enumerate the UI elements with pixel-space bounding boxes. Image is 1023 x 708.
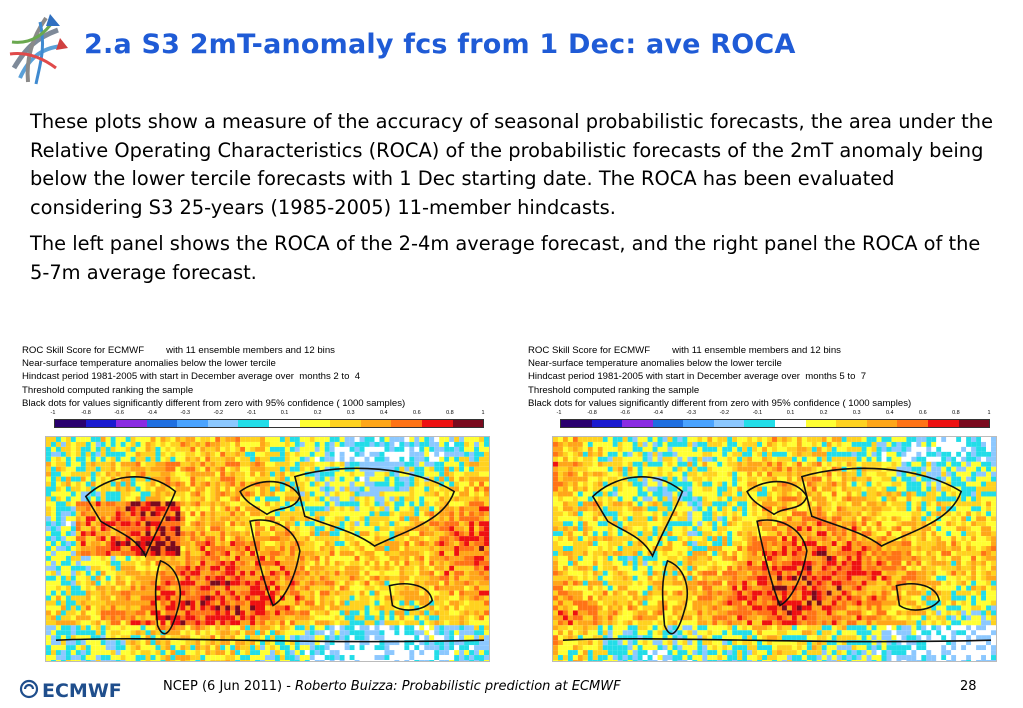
panel-header-line3: Hindcast period 1981-2005 with start in … <box>22 371 361 383</box>
panel-header-line5: Black dots for values significantly diff… <box>22 397 406 409</box>
colorbar-swatch <box>391 420 422 428</box>
colorbar-swatch <box>360 420 392 428</box>
colorbar-tick-label: 0.6 <box>919 410 927 417</box>
roca-map-months-5-7 <box>552 436 997 662</box>
colorbar-swatch <box>299 420 331 428</box>
roca-map-months-2-4 <box>45 436 490 662</box>
ecmwf-swirl-logo <box>9 14 68 85</box>
colorbar-swatch <box>713 420 745 428</box>
panel-header-line4: Threshold computed ranking the sample <box>528 384 700 396</box>
paragraph-roca-description: These plots show a measure of the accura… <box>30 110 993 219</box>
colorbar-tick-label: -1 <box>50 410 56 417</box>
panel-right-roca-map: ROC Skill Score for ECMWF with 11 ensembl… <box>526 344 997 662</box>
colorbar-tick-label: 0.8 <box>952 410 960 417</box>
colorbar-tick-label: 0.2 <box>819 410 828 417</box>
colorbar-tick-label: -0.4 <box>147 410 157 417</box>
colorbar-tick-label: 0.3 <box>852 410 861 417</box>
colorbar-swatch <box>927 420 959 428</box>
colorbar-tick-label: 1 <box>481 410 485 417</box>
colorbar-tick-label: -0.1 <box>752 410 763 417</box>
colorbar-swatch <box>805 420 837 428</box>
panel-header-line3: Hindcast period 1981-2005 with start in … <box>528 371 867 383</box>
colorbar-swatch <box>836 420 867 428</box>
colorbar-swatch <box>116 420 147 428</box>
body-text: These plots show a measure of the accura… <box>30 108 1005 295</box>
colorbar-tick-label: 0.6 <box>413 410 421 417</box>
page-number: 28 <box>960 679 977 694</box>
colorbar-swatch <box>238 420 270 428</box>
colorbar-swatch <box>622 420 653 428</box>
ecmwf-wordmark-logo: ECMWF <box>19 679 122 700</box>
panel-header-line2: Near-surface temperature anomalies below… <box>22 358 276 370</box>
panel-header-line1: ROC Skill Score for ECMWF with 11 ensembl… <box>528 345 841 356</box>
colorbar-tick-label: -1 <box>556 410 562 417</box>
colorbar-tick-label: -0.2 <box>213 410 224 417</box>
colorbar-tick-label: 1 <box>987 410 991 417</box>
panel-header-line5: Black dots for values significantly diff… <box>528 397 912 409</box>
colorbar-tick-label: 0.1 <box>786 410 795 417</box>
colorbar-swatch <box>591 420 623 428</box>
footer: ECMWF NCEP (6 Jun 2011) - Roberto Buizza… <box>0 668 1023 708</box>
colorbar-swatch <box>561 420 592 428</box>
colorbar-swatch <box>652 420 684 428</box>
panel-header-line4: Threshold computed ranking the sample <box>22 384 194 396</box>
panel-header-line1: ROC Skill Score for ECMWF with 11 ensembl… <box>22 345 335 356</box>
colorbar-swatch <box>207 420 239 428</box>
colorbar-tick-label: -0.8 <box>81 410 91 417</box>
colorbar <box>560 419 990 429</box>
colorbar-tick-label: -0.6 <box>114 410 124 417</box>
colorbar-tick-label: -0.8 <box>587 410 597 417</box>
colorbar-tick-label: 0.4 <box>379 410 388 417</box>
paragraph-panel-description: The left panel shows the ROCA of the 2-4… <box>30 232 981 284</box>
colorbar-swatch <box>55 420 86 428</box>
colorbar-tick-label: 0.1 <box>280 410 289 417</box>
colorbar-ticks: -1 -0.8 -0.6 -0.4 -0.3 -0.2 -0.1 0.1 0.2 0.3 0.4 0.… <box>50 410 485 419</box>
colorbar-tick-label: -0.4 <box>653 410 663 417</box>
colorbar-tick-label: 0.3 <box>346 410 355 417</box>
colorbar-swatch <box>683 420 714 428</box>
colorbar-tick-label: 0.4 <box>885 410 894 417</box>
colorbar-tick-label: 0.8 <box>446 410 454 417</box>
colorbar-swatch <box>85 420 117 428</box>
panel-header-line2: Near-surface temperature anomalies below… <box>528 358 782 370</box>
colorbar-swatch <box>330 420 361 428</box>
colorbar-tick-label: -0.3 <box>686 410 697 417</box>
colorbar-swatch <box>177 420 208 428</box>
colorbar-swatch <box>452 420 484 428</box>
colorbar-tick-label: -0.2 <box>719 410 730 417</box>
colorbar-swatch <box>775 420 806 428</box>
colorbar-swatch <box>866 420 898 428</box>
colorbar-tick-label: 0.2 <box>313 410 322 417</box>
colorbar-tick-label: -0.6 <box>620 410 630 417</box>
colorbar-swatch <box>897 420 928 428</box>
colorbar-swatch <box>146 420 178 428</box>
colorbar-tick-label: -0.1 <box>246 410 257 417</box>
panel-left-roca-map: ROC Skill Score for ECMWF with 11 ensembl… <box>20 344 490 662</box>
colorbar-swatch <box>744 420 776 428</box>
slide-title: 2.a S3 2mT-anomaly fcs from 1 Dec: ave R… <box>84 29 796 60</box>
colorbar-swatch <box>269 420 300 428</box>
footer-credit: NCEP (6 Jun 2011) - Roberto Buizza: Prob… <box>163 679 621 694</box>
colorbar-swatch <box>958 420 990 428</box>
colorbar-ticks: -1 -0.8 -0.6 -0.4 -0.3 -0.2 -0.1 0.1 0.2 0.3 0.4 0.… <box>556 410 991 419</box>
colorbar <box>54 419 484 429</box>
colorbar-tick-label: -0.3 <box>180 410 191 417</box>
colorbar-swatch <box>421 420 453 428</box>
